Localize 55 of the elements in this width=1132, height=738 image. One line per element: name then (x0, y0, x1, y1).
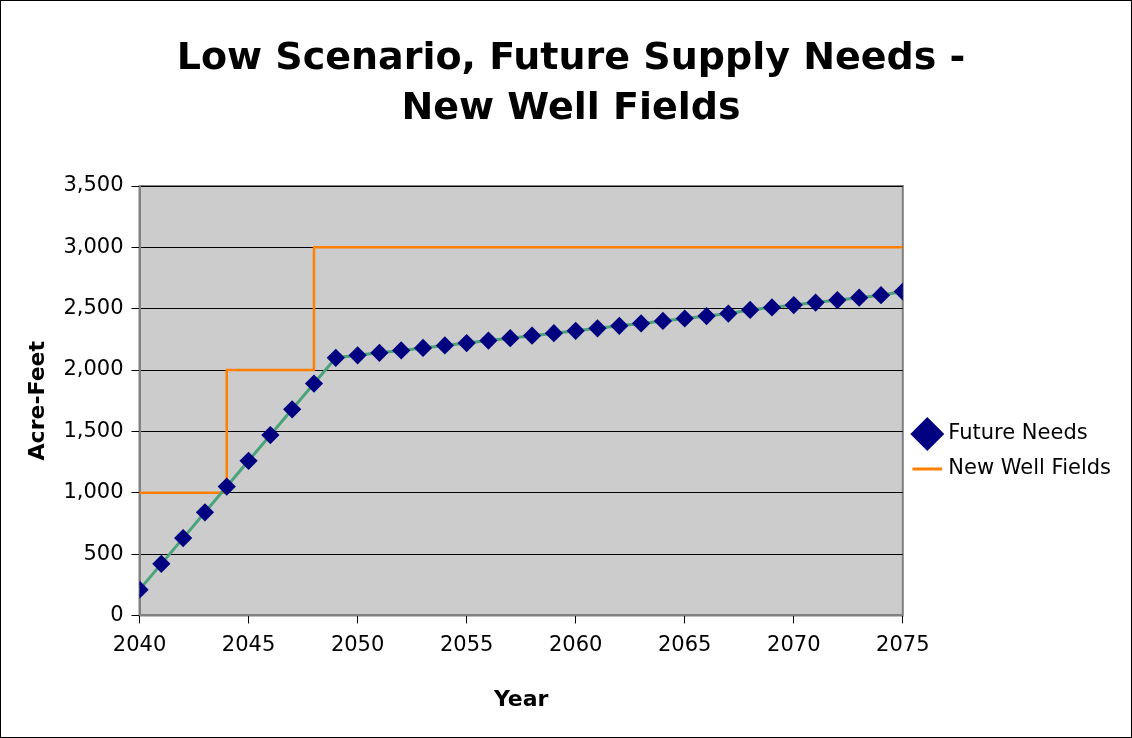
point (370, 344, 388, 362)
point (610, 317, 628, 335)
legend-label: Future Needs (948, 420, 1088, 445)
point (719, 305, 737, 323)
point (654, 312, 672, 330)
y-tick-label: 1,000 (63, 479, 124, 504)
point (327, 349, 345, 367)
x-tick-label: 2040 (112, 632, 167, 657)
x-axis-title: Year (492, 685, 549, 711)
point (305, 375, 323, 393)
point (261, 426, 279, 444)
point (632, 314, 650, 332)
x-tick-label: 2060 (548, 632, 603, 657)
y-tick-label: 3,500 (63, 172, 124, 197)
point (218, 478, 236, 496)
point (458, 334, 476, 352)
y-tick-label: 2,000 (63, 356, 124, 381)
y-tick-label: 500 (83, 540, 124, 565)
point (763, 298, 781, 316)
point (414, 339, 432, 357)
point (567, 322, 585, 340)
y-tick-label: 1,500 (63, 417, 124, 442)
point (436, 336, 454, 354)
point (392, 341, 410, 359)
point (807, 294, 825, 312)
point (174, 529, 192, 547)
point (283, 400, 301, 418)
x-tick-label: 2050 (330, 632, 385, 657)
point (698, 307, 716, 325)
point (676, 310, 694, 327)
point (872, 286, 890, 304)
x-tick-label: 2045 (221, 632, 276, 657)
y-tick-label: 0 (110, 601, 124, 626)
legend-label: New Well Fields (948, 455, 1112, 480)
point (588, 319, 606, 337)
x-tick-label: 2065 (658, 632, 712, 657)
point (152, 555, 170, 573)
chart-title: Low Scenario, Future Supply Needs - New Well Fields (175, 33, 967, 130)
x-tick-label: 2070 (767, 632, 821, 657)
point (349, 346, 367, 364)
point (523, 327, 541, 345)
point (828, 291, 846, 309)
point (785, 296, 803, 314)
y-tick-label: 3,000 (63, 233, 124, 258)
point (240, 452, 258, 470)
point (501, 329, 519, 347)
point (741, 301, 759, 319)
point (850, 289, 868, 307)
x-tick-label: 2055 (439, 632, 494, 657)
y-axis-title: Acre-Feet (23, 340, 49, 461)
point (196, 503, 214, 521)
x-tick-label: 2075 (876, 632, 930, 657)
y-tick-label: 2,500 (63, 295, 124, 320)
point (545, 324, 563, 342)
point (479, 332, 497, 350)
